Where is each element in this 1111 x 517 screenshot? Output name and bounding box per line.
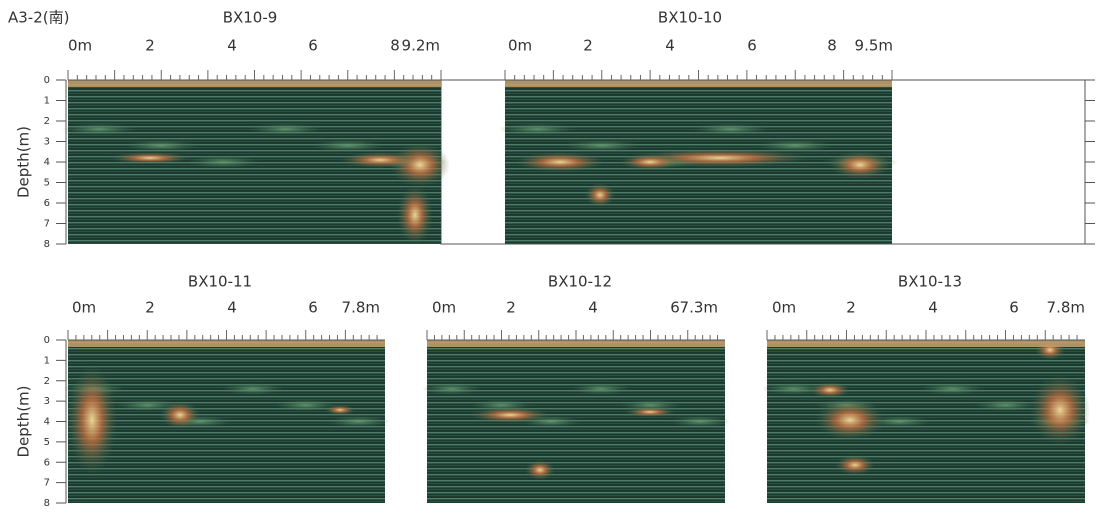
reflection — [160, 401, 200, 429]
panel-title: BX10-13 — [898, 273, 962, 291]
distance-tick-label: 6 — [1009, 299, 1019, 317]
distance-tick-label: 4 — [928, 299, 938, 317]
radargram-texture — [123, 139, 199, 152]
panel-title: BX10-11 — [188, 273, 252, 291]
radargram-texture — [756, 139, 834, 152]
reflection — [810, 382, 850, 398]
distance-tick-label: 4 — [665, 37, 675, 55]
depth-tick-label: 8 — [44, 239, 50, 250]
distance-tick-label: 0m — [432, 299, 456, 317]
distance-tick-label: 2 — [145, 37, 155, 55]
reflection — [67, 365, 117, 475]
depth-tick-label: 4 — [44, 157, 50, 168]
radargram-texture — [61, 123, 137, 136]
depth-label: Depth(m) — [15, 385, 33, 457]
distance-tick-label: 7.8m — [1047, 299, 1085, 317]
reflection — [470, 407, 550, 423]
distance-tick-label: 0m — [772, 299, 796, 317]
radargram-texture — [422, 382, 482, 395]
distance-tick-label: 6 — [308, 37, 318, 55]
panel-title: BX10-12 — [548, 273, 612, 291]
distance-tick-label: 2 — [145, 299, 155, 317]
distance-tick-label: 6 — [747, 37, 757, 55]
distance-tick-label: 4 — [227, 299, 237, 317]
distance-tick-label: 4 — [227, 37, 237, 55]
distance-tick-label: 9.5m — [855, 37, 893, 55]
distance-tick-label: 9.2m — [402, 37, 440, 55]
reflection — [620, 154, 680, 170]
surface-band — [427, 340, 725, 347]
figure-label: A3-2(南) — [8, 9, 69, 27]
reflection — [830, 151, 890, 179]
depth-tick-label: 1 — [44, 96, 50, 107]
surface-band — [68, 80, 441, 87]
radargram-texture — [761, 382, 826, 395]
reflection — [340, 152, 420, 168]
radargram-texture — [248, 123, 323, 136]
distance-tick-label: 2 — [506, 299, 516, 317]
depth-tick-label: 8 — [44, 498, 50, 509]
radargram-texture — [326, 415, 391, 428]
depth-tick-label: 6 — [44, 457, 50, 468]
distance-tick-label: 8 — [827, 37, 837, 55]
depth-tick-label: 3 — [44, 396, 50, 407]
depth-tick-label: 2 — [44, 116, 50, 127]
depth-tick-label: 7 — [44, 219, 50, 230]
distance-tick-label: 0m — [508, 37, 532, 55]
radargram-texture — [498, 123, 576, 136]
depth-tick-label: 3 — [44, 137, 50, 148]
distance-tick-label: 7.8m — [342, 299, 380, 317]
panel-title: BX10-9 — [223, 9, 278, 27]
surface-band — [505, 80, 892, 87]
distance-tick-label: 6 — [308, 299, 318, 317]
reflection — [525, 460, 555, 480]
depth-tick-label: 0 — [44, 75, 50, 86]
depth-tick-label: 5 — [44, 178, 50, 189]
radargram-texture — [563, 139, 641, 152]
radargram-texture — [274, 399, 338, 412]
reflection — [585, 183, 615, 207]
distance-tick-label: 4 — [588, 299, 598, 317]
radargram-texture — [670, 415, 730, 428]
panel-title: BX10-10 — [658, 9, 722, 27]
surface-band — [767, 340, 1085, 347]
distance-tick-label: 7.3m — [680, 299, 718, 317]
depth-tick-label: 7 — [44, 478, 50, 489]
distance-tick-label: 6 — [670, 299, 680, 317]
distance-tick-label: 0m — [68, 37, 92, 55]
radargram-texture — [920, 382, 985, 395]
radargram-texture — [221, 382, 285, 395]
radargram-texture — [973, 399, 1038, 412]
distance-tick-label: 2 — [583, 37, 593, 55]
reflection — [515, 152, 605, 172]
radargram-texture — [571, 382, 631, 395]
radargram-texture — [310, 139, 386, 152]
depth-tick-label: 4 — [44, 417, 50, 428]
depth-tick-label: 1 — [44, 355, 50, 366]
depth-tick-label: 0 — [44, 335, 50, 346]
depth-tick-label: 5 — [44, 437, 50, 448]
depth-tick-label: 2 — [44, 376, 50, 387]
depth-tick-label: 6 — [44, 198, 50, 209]
reflection — [815, 400, 885, 440]
reflection — [325, 405, 355, 415]
reflection — [625, 407, 675, 417]
surface-band — [68, 340, 385, 347]
radargram-texture — [186, 156, 261, 168]
distance-tick-label: 0m — [72, 299, 96, 317]
reflection — [835, 455, 875, 475]
depth-label: Depth(m) — [15, 126, 33, 198]
reflection — [397, 185, 433, 245]
distance-tick-label: 2 — [846, 299, 856, 317]
reflection — [1030, 375, 1090, 445]
distance-tick-label: 8 — [390, 37, 400, 55]
radargram-texture — [692, 123, 770, 136]
reflection — [110, 152, 190, 164]
